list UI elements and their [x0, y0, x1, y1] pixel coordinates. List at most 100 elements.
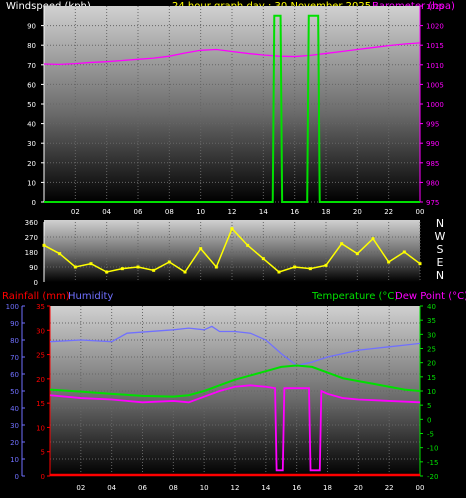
humidity-series-line: [49, 325, 421, 367]
windspeed-axis: 0 10 20 30 40 50 60 70 80 90: [27, 6, 45, 207]
windspeed-tick-label: 60: [27, 81, 36, 89]
wind-direction-point: [277, 270, 281, 274]
x-tick-label: 20: [353, 208, 362, 216]
humidity-tick-label: 100: [6, 303, 19, 311]
x-tick-label: 02: [71, 208, 80, 216]
direction-tick-label: 270: [25, 234, 38, 242]
barometer-tick-label: 1010: [426, 62, 444, 70]
humidity-tick-label: 0: [15, 473, 19, 481]
wind-direction-point: [324, 263, 328, 267]
wind-panel-series: [43, 14, 421, 203]
compass-label: N: [436, 217, 444, 230]
x-tick-label: 00: [416, 484, 425, 492]
wind-direction-point: [167, 260, 171, 264]
direction-panel-grid: [44, 222, 421, 282]
barometer-tick-label: 1005: [426, 81, 444, 89]
x-tick-label: 06: [138, 484, 147, 492]
rainfall-tick-label: 35: [36, 303, 45, 311]
direction-tick-label: 180: [25, 249, 38, 257]
windspeed-series-line: [44, 14, 420, 203]
temperature-tick-label: -10: [427, 445, 438, 453]
direction-tick-label: 90: [29, 264, 38, 272]
x-tick-label: 12: [228, 208, 237, 216]
rainfall-tick-label: 20: [36, 376, 45, 384]
windspeed-tick-label: 80: [27, 42, 36, 50]
x-tick-label: 14: [261, 484, 270, 492]
wind-direction-point: [308, 267, 312, 271]
barometer-tick-label: 1020: [426, 23, 444, 31]
humidity-tick-label: 60: [10, 371, 19, 379]
temperature-tick-label: 20: [427, 360, 436, 368]
wind-direction-point: [105, 270, 109, 274]
temperature-tick-label: 0: [427, 416, 431, 424]
rainfall-tick-label: 25: [36, 352, 45, 360]
wind-direction-point: [261, 257, 265, 261]
temp-panel-series: [49, 325, 421, 477]
compass-label: N: [436, 269, 444, 282]
temperature-axis: -20 -15 -10 -5 0 5 10 15 20 25 30 35 40: [419, 303, 438, 481]
rainfall-axis: 0 5 10 15 20 25 30 35: [36, 303, 51, 481]
wind-direction-point: [230, 227, 234, 231]
x-tick-label: 00: [416, 208, 425, 216]
wind-direction-point: [136, 265, 140, 269]
temperature-tick-label: -20: [427, 473, 438, 481]
wind-direction-point: [418, 262, 422, 266]
wind-direction-point: [293, 265, 297, 269]
windspeed-tick-label: 90: [27, 23, 36, 31]
windspeed-tick-label: 10: [27, 179, 36, 187]
wind-direction-point: [89, 262, 93, 266]
humidity-axis: 0 10 20 30 40 50 60 70 80 90 100: [6, 303, 25, 481]
wind-direction-point: [371, 237, 375, 241]
temperature-tick-label: 35: [427, 317, 436, 325]
x-tick-label: 16: [292, 484, 301, 492]
barometer-tick-label: 985: [426, 160, 439, 168]
x-tick-label: 10: [196, 208, 205, 216]
x-tick-label: 08: [169, 484, 178, 492]
x-tick-label: 04: [102, 208, 111, 216]
wind-direction-point: [387, 260, 391, 264]
x-tick-label: 16: [290, 208, 299, 216]
x-tick-label: 08: [165, 208, 174, 216]
x-tick-label: 06: [134, 208, 143, 216]
windspeed-tick-label: 30: [27, 140, 36, 148]
compass-label: E: [437, 256, 444, 269]
windspeed-tick-label: 50: [27, 101, 36, 109]
temperature-tick-label: 15: [427, 374, 436, 382]
rainfall-tick-label: 0: [41, 473, 45, 481]
windspeed-tick-label: 40: [27, 121, 36, 129]
temperature-tick-label: -5: [427, 431, 434, 439]
wind-panel-x-ticks: 02 04 06 08 10 12 14 16 18 20 22 00: [71, 208, 425, 216]
rainfall-label: Rainfall (mm): [2, 291, 70, 302]
temp-panel-x-ticks: 02 04 06 08 10 12 14 16 18 20 22 00: [76, 484, 424, 492]
x-tick-label: 22: [384, 208, 393, 216]
wind-direction-point: [355, 252, 359, 256]
humidity-tick-label: 80: [10, 337, 19, 345]
temperature-tick-label: 40: [427, 303, 436, 311]
wind-direction-point: [340, 242, 344, 246]
wind-direction-point: [152, 268, 156, 272]
humidity-tick-label: 30: [10, 422, 19, 430]
windspeed-tick-label: 70: [27, 62, 36, 70]
wind-direction-point: [183, 270, 187, 274]
rainfall-tick-label: 15: [36, 400, 45, 408]
barometer-tick-label: 980: [426, 179, 439, 187]
temperature-tick-label: 25: [427, 346, 436, 354]
humidity-tick-label: 20: [10, 439, 19, 447]
barometer-tick-label: 990: [426, 140, 439, 148]
rainfall-tick-label: 10: [36, 424, 45, 432]
barometer-tick-label: 1000: [426, 101, 444, 109]
wind-direction-point: [42, 243, 46, 247]
wind-direction-point: [402, 250, 406, 254]
wind-direction-point: [58, 252, 62, 256]
wind-direction-point: [73, 265, 77, 269]
x-tick-label: 20: [354, 484, 363, 492]
humidity-label: Humidity: [68, 291, 113, 302]
temperature-tick-label: -15: [427, 459, 438, 467]
compass-label: W: [435, 230, 446, 243]
x-tick-label: 12: [231, 484, 240, 492]
direction-axis: 360 270 180 90 0: [25, 219, 45, 287]
humidity-tick-label: 10: [10, 456, 19, 464]
x-tick-label: 10: [200, 484, 209, 492]
temperature-tick-label: 5: [427, 402, 431, 410]
